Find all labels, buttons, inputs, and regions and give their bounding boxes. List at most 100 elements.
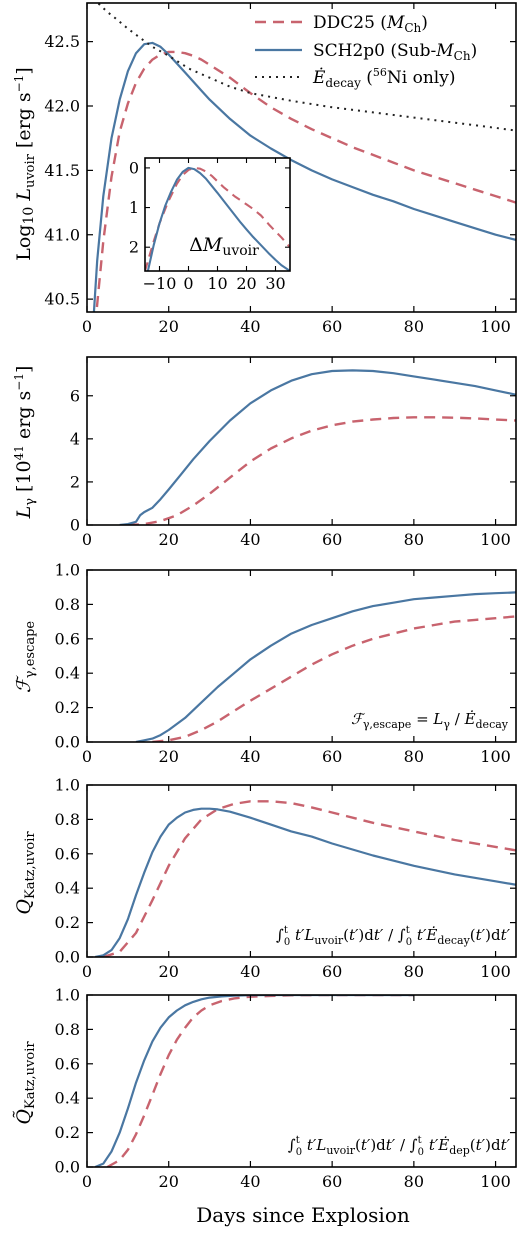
y-tick-label: 0.8 (55, 810, 80, 829)
legend-label-decay: Ėdecay (56Ni only) (312, 66, 455, 90)
x-tick-label: 20 (159, 747, 179, 766)
y-tick-label: 40.5 (44, 290, 80, 309)
x-tick-label: 60 (322, 530, 342, 549)
y-tick-label: 42.0 (44, 97, 80, 116)
y-axis-label-qtilde: Q̃Katz,uvoir (13, 1041, 38, 1125)
x-tick-label: 40 (240, 1172, 260, 1191)
y-tick-label: 0.0 (55, 733, 80, 752)
panel-lgamma: Lγ [1041 erg s−1] 0 20 40 60 80 100 0 2 4 6 (12, 356, 517, 549)
plot-frame-qtilde (86, 994, 517, 1168)
y-tick-label: 2 (70, 472, 80, 491)
inset-y-tick-label: 1 (129, 198, 139, 217)
legend: DDC25 (MCh) SCH2p0 (Sub-MCh) Ėdecay (56N… (255, 13, 477, 90)
y-tick-label: 0.0 (55, 948, 80, 967)
series-line-luvoir-2 (96, 3, 516, 132)
y-tick-label: 0.2 (55, 1123, 80, 1142)
y-tick-label: 0.6 (55, 629, 80, 648)
x-tick-label: 0 (82, 747, 92, 766)
x-tick-label: 60 (322, 962, 342, 981)
y-tick-label: 0.8 (55, 1020, 80, 1039)
x-tick-label: 60 (322, 317, 342, 336)
legend-label-sch2p0: SCH2p0 (Sub-MCh) (313, 41, 477, 63)
x-tick-label: 80 (404, 317, 424, 336)
plot-frame-fesc (86, 569, 517, 743)
x-tick-label: 40 (240, 317, 260, 336)
annotation-qtilde: ∫t 0 t′Luvoir(t′)dt′ / ∫t 0 t′Ėdep(t′)dt′ (288, 1135, 511, 1158)
plot-frame-qkatz (86, 784, 517, 958)
inset-x-tick-label: 0 (183, 274, 193, 293)
x-tick-label: 20 (159, 1172, 179, 1191)
x-tick-label: 40 (240, 747, 260, 766)
x-tick-label: 60 (322, 747, 342, 766)
x-tick-label: 40 (240, 962, 260, 981)
annotation-fescape: ℱγ,escape = Lγ / Ėdecay (351, 710, 509, 731)
y-tick-label: 6 (70, 386, 80, 405)
inset-background (145, 158, 290, 271)
y-tick-label: 41.5 (44, 161, 80, 180)
x-tick-label: 80 (404, 1172, 424, 1191)
x-axis-label: Days since Explosion (196, 1203, 410, 1227)
y-tick-label: 1.0 (55, 561, 80, 580)
y-tick-label: 42.5 (44, 32, 80, 51)
series-lines-fesc (135, 591, 516, 742)
x-tick-label: 0 (82, 962, 92, 981)
series-line-qtilde-1 (94, 995, 414, 1167)
y-tick-label: 0.2 (55, 698, 80, 717)
x-tick-label: 0 (82, 317, 92, 336)
y-tick-label: 0.4 (55, 879, 80, 898)
series-lines-luvoir (92, 3, 516, 312)
series-lines-qkatz (94, 800, 516, 957)
y-tick-label: 0.4 (55, 664, 80, 683)
y-tick-label: 0.8 (55, 595, 80, 614)
y-tick-label: 41.0 (44, 225, 80, 244)
x-tick-label: 100 (480, 962, 511, 981)
series-line-qkatz-1 (94, 807, 516, 957)
x-tick-label: 100 (480, 530, 511, 549)
x-tick-label: 0 (82, 530, 92, 549)
panel-qtilde: Q̃Katz,uvoir ∫t 0 t′Luvoir(t′)dt′ / ∫t 0 t… (13, 986, 517, 1191)
panel-log-luvoir: Log10 Luvoir [erg s−1] DDC25 (MCh) SCH2p… (12, 2, 517, 336)
y-tick-label: 0.6 (55, 844, 80, 863)
y-tick-label: 0.4 (55, 1089, 80, 1108)
inset-series-lines (145, 166, 290, 271)
y-tick-label: 0 (70, 516, 80, 535)
series-lines-lgamma (119, 369, 516, 525)
annotation-qkatz: ∫t 0 t′Luvoir(t′)dt′ / ∫t 0 t′Ėdecay(t′)dt… (276, 925, 511, 948)
y-tick-label: 4 (70, 429, 80, 448)
y-axis-label-fescape: ℱγ,escape (13, 621, 38, 694)
x-tick-label: 0 (82, 1172, 92, 1191)
inset-x-tick-label: 20 (236, 274, 256, 293)
inset-x-tick-label: 30 (265, 274, 285, 293)
inset-series-line-1 (146, 166, 290, 271)
panel-qkatz: QKatz,uvoir ∫t 0 t′Luvoir(t′)dt′ / ∫t 0 t′… (13, 776, 517, 981)
x-tick-label: 80 (404, 530, 424, 549)
series-line-fesc-0 (152, 615, 516, 742)
y-tick-label: 1.0 (55, 986, 80, 1005)
plot-frame-lgamma (86, 356, 517, 526)
y-axis-label-luvoir: Log10 Luvoir [erg s−1] (12, 67, 38, 261)
x-tick-label: 40 (240, 530, 260, 549)
plot-frame-luvoir (86, 2, 517, 313)
y-axis-label-qkatz: QKatz,uvoir (13, 831, 38, 915)
inset-x-tick-label: 10 (207, 274, 227, 293)
x-tick-label: 80 (404, 962, 424, 981)
x-tick-label: 100 (480, 317, 511, 336)
x-tick-label: 60 (322, 1172, 342, 1191)
series-line-lgamma-0 (127, 416, 516, 525)
y-tick-label: 0.0 (55, 1158, 80, 1177)
x-tick-label: 100 (480, 747, 511, 766)
legend-label-ddc25: DDC25 (MCh) (313, 13, 428, 35)
series-line-luvoir-0 (95, 50, 516, 312)
x-tick-label: 20 (159, 530, 179, 549)
series-line-lgamma-1 (119, 369, 516, 525)
x-tick-label: 20 (159, 317, 179, 336)
panel-fescape: ℱγ,escape ℱγ,escape = Lγ / Ėdecay 0 20 40 6… (13, 561, 517, 766)
series-line-luvoir-1 (92, 41, 516, 312)
y-axis-label-lgamma: Lγ [1041 erg s−1] (12, 366, 38, 520)
series-line-fesc-1 (135, 591, 516, 742)
y-tick-label: 0.2 (55, 913, 80, 932)
inset-x-tick-label: −10 (143, 274, 177, 293)
y-tick-label: 1.0 (55, 776, 80, 795)
